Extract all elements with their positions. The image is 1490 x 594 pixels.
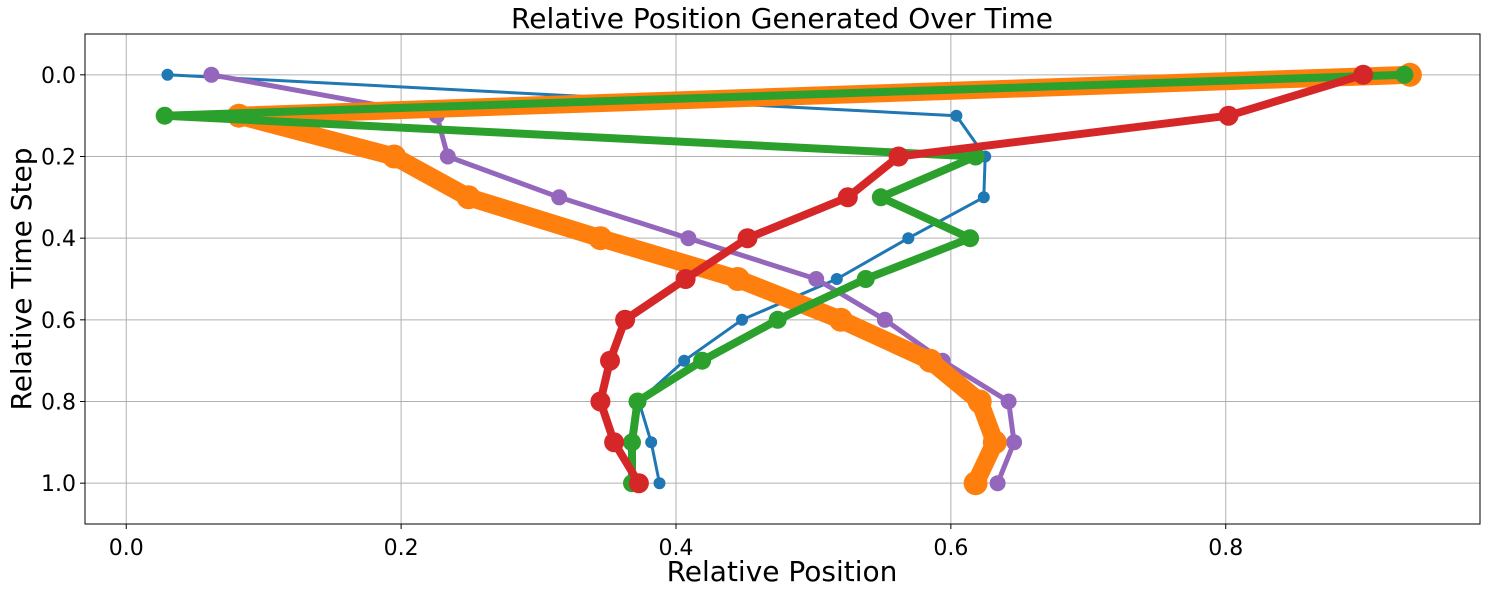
series-layer bbox=[155, 62, 1422, 496]
data-point bbox=[161, 68, 174, 81]
data-point bbox=[989, 475, 1006, 492]
data-point bbox=[736, 313, 748, 326]
data-point bbox=[737, 228, 758, 249]
data-point bbox=[725, 267, 750, 291]
y-tick-label: 0.2 bbox=[41, 146, 76, 171]
data-point bbox=[439, 148, 456, 165]
x-tick-label: 0.4 bbox=[658, 536, 693, 561]
data-point bbox=[678, 354, 691, 367]
data-point bbox=[1353, 64, 1374, 85]
x-axis-title: Relative Position bbox=[667, 555, 898, 588]
x-tick-label: 0.2 bbox=[384, 536, 419, 561]
data-point bbox=[982, 430, 1007, 455]
data-point bbox=[967, 389, 992, 414]
data-point bbox=[966, 147, 985, 166]
data-point bbox=[918, 348, 943, 373]
data-point bbox=[551, 189, 568, 206]
x-tick-label: 0.8 bbox=[1208, 536, 1243, 561]
data-point bbox=[1006, 434, 1023, 451]
data-point bbox=[828, 307, 853, 332]
data-point bbox=[830, 273, 843, 285]
data-point bbox=[963, 471, 988, 496]
data-point bbox=[871, 188, 890, 207]
data-point bbox=[1218, 105, 1239, 126]
data-point bbox=[977, 191, 990, 204]
data-point bbox=[590, 391, 611, 412]
data-point bbox=[837, 187, 858, 208]
x-tick-label: 0.0 bbox=[109, 536, 144, 561]
data-point bbox=[768, 310, 787, 329]
data-point bbox=[628, 473, 649, 494]
y-axis-title: Relative Time Step bbox=[5, 148, 38, 411]
data-point bbox=[888, 146, 909, 167]
data-point bbox=[600, 350, 620, 371]
data-point bbox=[203, 66, 220, 83]
plot-frame bbox=[84, 33, 1481, 525]
data-point bbox=[456, 185, 481, 210]
x-tick-label: 0.6 bbox=[933, 536, 968, 561]
data-point bbox=[1000, 393, 1017, 410]
data-point bbox=[961, 229, 980, 248]
series-line bbox=[229, 65, 1419, 493]
y-tick-label: 0.8 bbox=[41, 391, 76, 416]
chart-title: Relative Position Generated Over Time bbox=[511, 2, 1053, 35]
data-point bbox=[902, 232, 915, 245]
data-point bbox=[856, 270, 875, 288]
data-point bbox=[950, 109, 963, 122]
data-point bbox=[1395, 65, 1414, 84]
data-point bbox=[675, 269, 696, 289]
series-3 bbox=[226, 62, 1422, 496]
series-5 bbox=[590, 64, 1374, 494]
y-tick-label: 1.0 bbox=[41, 472, 76, 497]
data-point bbox=[615, 309, 636, 330]
series-4 bbox=[155, 65, 1414, 493]
data-point bbox=[645, 436, 658, 449]
data-point bbox=[155, 106, 174, 125]
data-point bbox=[680, 230, 697, 247]
data-point bbox=[623, 433, 641, 452]
y-axis: 0.0 0.2 0.4 0.6 0.8 1.0 bbox=[41, 64, 85, 497]
data-point bbox=[628, 392, 647, 411]
y-tick-label: 0.4 bbox=[41, 227, 76, 252]
data-point bbox=[588, 226, 613, 251]
data-point bbox=[653, 477, 666, 490]
data-point bbox=[808, 271, 825, 287]
y-tick-label: 0.0 bbox=[41, 64, 76, 89]
y-tick-label: 0.6 bbox=[41, 309, 76, 334]
data-point bbox=[382, 144, 407, 169]
data-point bbox=[604, 432, 625, 453]
data-point bbox=[693, 351, 712, 370]
series-1 bbox=[161, 68, 992, 490]
x-axis: 0.0 0.2 0.4 0.6 0.8 bbox=[109, 524, 1243, 561]
data-point bbox=[876, 311, 893, 328]
